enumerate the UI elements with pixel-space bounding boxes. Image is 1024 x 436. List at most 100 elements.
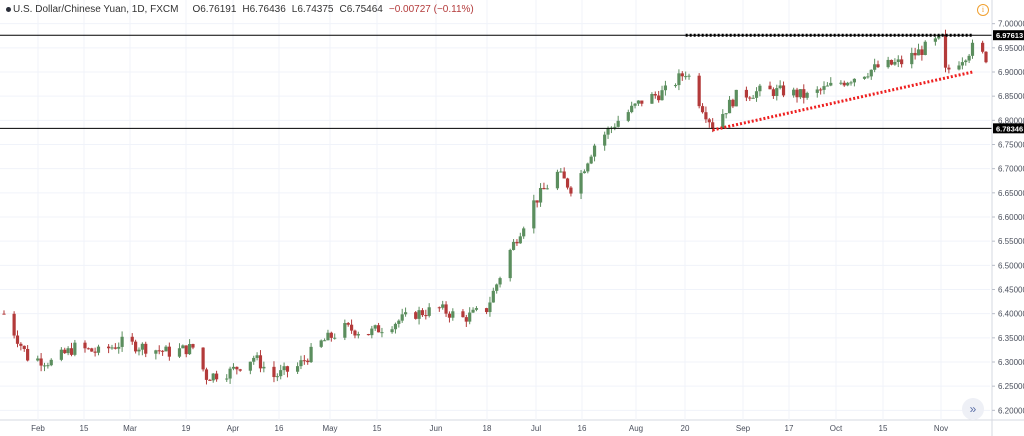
candle-body	[154, 350, 158, 354]
candle	[663, 80, 668, 96]
candle	[346, 322, 350, 327]
price-tick-label: 6.60000	[998, 213, 1024, 222]
candle-body	[589, 156, 593, 164]
candle-body	[403, 312, 408, 315]
candle-body	[825, 85, 829, 87]
candle-body	[893, 61, 897, 65]
candle	[893, 58, 897, 66]
candle	[120, 331, 124, 352]
candle-body	[66, 348, 70, 354]
candle-body	[461, 311, 465, 318]
time-tick-label: 15	[879, 424, 888, 433]
candle	[19, 342, 23, 351]
candle	[795, 87, 799, 103]
candle-body	[63, 349, 67, 354]
candle	[468, 307, 472, 325]
candle-body	[896, 59, 900, 62]
candle	[957, 61, 961, 71]
candle-body	[19, 343, 23, 346]
candle	[802, 84, 806, 104]
candle-body	[161, 350, 165, 352]
candle	[657, 90, 661, 103]
candle-body	[353, 330, 357, 336]
candle	[771, 87, 776, 99]
candle-body	[12, 313, 16, 336]
candle-body	[140, 343, 144, 350]
candle-body	[110, 347, 114, 349]
candle-body	[538, 187, 543, 203]
candle-body	[397, 320, 401, 324]
candle-body	[981, 42, 985, 52]
candle-body	[22, 345, 26, 349]
candle	[255, 352, 259, 361]
candle-body	[842, 82, 846, 86]
candle-body	[495, 284, 499, 291]
candle	[910, 47, 914, 69]
time-tick-label: Jul	[531, 424, 541, 433]
candle	[144, 341, 148, 358]
candle-body	[228, 368, 232, 379]
candle-body	[933, 38, 937, 42]
candle	[889, 59, 894, 66]
candle-body	[960, 62, 964, 66]
candle	[295, 362, 300, 374]
candle	[2, 310, 6, 315]
candle	[447, 311, 452, 323]
candle-body	[295, 366, 300, 372]
price-level-tag	[993, 123, 1024, 134]
price-tick-label: 6.40000	[998, 310, 1024, 319]
candle-body	[326, 332, 330, 341]
candle	[862, 76, 867, 80]
price-tick-label: 6.95000	[998, 44, 1024, 53]
high-value: H6.76436	[242, 4, 286, 15]
candle-body	[957, 65, 961, 70]
candle	[532, 194, 536, 234]
candle-body	[862, 76, 867, 79]
candle	[822, 81, 826, 95]
candle-body	[555, 171, 560, 189]
candle	[208, 378, 212, 381]
candle-body	[137, 349, 141, 352]
candle-body	[107, 346, 111, 349]
candle	[113, 343, 117, 350]
candle	[684, 71, 688, 80]
candle	[849, 80, 853, 86]
candle	[488, 296, 492, 317]
candle-body	[120, 336, 124, 347]
scroll-to-realtime-button[interactable]: »	[962, 398, 984, 420]
candle-body	[2, 313, 6, 315]
candle-body	[255, 355, 259, 358]
candle	[15, 330, 20, 348]
price-level-label: 6.78346	[996, 124, 1023, 133]
open-value: O6.76191	[192, 4, 237, 15]
candle	[609, 126, 614, 134]
candle-body	[532, 200, 536, 229]
candle	[616, 115, 620, 128]
candle-body	[849, 82, 853, 84]
candle	[356, 331, 360, 339]
candle	[444, 301, 448, 317]
grid	[0, 0, 1024, 421]
price-tick-label: 6.85000	[998, 92, 1024, 101]
candle-body	[302, 360, 306, 362]
time-tick-label: 20	[681, 424, 690, 433]
candle	[778, 80, 782, 90]
time-tick-label: Oct	[830, 424, 843, 433]
low-value: L6.74375	[291, 4, 334, 15]
candle-body	[819, 89, 823, 91]
candle-body	[731, 99, 735, 107]
candle	[272, 361, 276, 383]
price-tick-label: 6.20000	[998, 406, 1024, 415]
candle-body	[279, 370, 283, 377]
change-value: −0.00727 (−0.11%)	[388, 4, 474, 15]
info-icon[interactable]: i	[977, 4, 989, 16]
candle-body	[214, 373, 219, 380]
candle	[12, 311, 16, 339]
candle-body	[778, 85, 782, 89]
price-tick-label: 6.75000	[998, 141, 1024, 150]
candle	[515, 239, 519, 246]
candle	[90, 347, 94, 352]
candle-body	[117, 346, 121, 349]
candle	[508, 248, 512, 282]
